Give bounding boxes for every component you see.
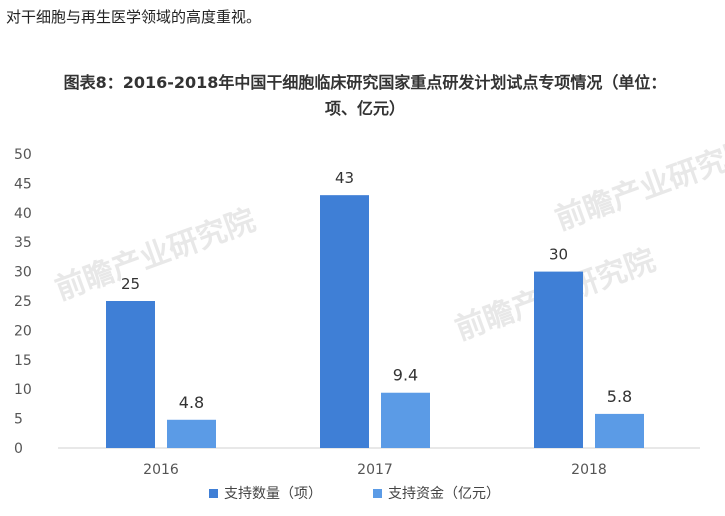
y-tick-label: 25 bbox=[14, 294, 32, 310]
data-label: 43 bbox=[335, 169, 354, 187]
bar bbox=[534, 271, 583, 448]
bar bbox=[106, 301, 155, 448]
x-tick-label: 2017 bbox=[357, 462, 393, 478]
chart-title: 图表8：2016-2018年中国干细胞临床研究国家重点研发计划试点专项情况（单位… bbox=[20, 70, 710, 122]
y-tick-label: 35 bbox=[14, 235, 32, 251]
y-tick-label: 10 bbox=[14, 382, 32, 398]
chart-title-line1: 图表8：2016-2018年中国干细胞临床研究国家重点研发计划试点专项情况（单位… bbox=[63, 73, 667, 92]
legend-label: 支持资金（亿元） bbox=[388, 486, 500, 502]
data-label: 9.4 bbox=[393, 366, 418, 385]
y-tick-label: 50 bbox=[14, 147, 32, 163]
data-label: 5.8 bbox=[607, 387, 632, 406]
bar bbox=[381, 392, 430, 448]
watermark-text: 前瞻产业研究院 bbox=[51, 203, 260, 308]
x-tick-label: 2016 bbox=[143, 462, 179, 478]
y-tick-label: 15 bbox=[14, 353, 32, 369]
bar bbox=[167, 419, 216, 448]
chart-title-line2: 项、亿元） bbox=[324, 99, 405, 118]
y-tick-label: 30 bbox=[14, 265, 32, 281]
intro-text: 对干细胞与再生医学领域的高度重视。 bbox=[6, 8, 262, 26]
data-label: 30 bbox=[549, 246, 568, 264]
watermark-text: 前瞻产业研究院 bbox=[551, 133, 725, 238]
y-tick-label: 0 bbox=[14, 441, 23, 457]
data-label: 25 bbox=[121, 275, 140, 293]
bar bbox=[595, 413, 644, 448]
y-tick-label: 40 bbox=[14, 206, 32, 222]
y-tick-label: 45 bbox=[14, 176, 32, 192]
data-label: 4.8 bbox=[179, 393, 204, 412]
y-tick-label: 5 bbox=[14, 412, 23, 428]
legend-label: 支持数量（项） bbox=[224, 486, 322, 502]
x-tick-label: 2018 bbox=[571, 462, 607, 478]
y-tick-label: 20 bbox=[14, 323, 32, 339]
legend-swatch bbox=[373, 489, 382, 498]
bar bbox=[320, 195, 369, 448]
legend-swatch bbox=[209, 489, 218, 498]
